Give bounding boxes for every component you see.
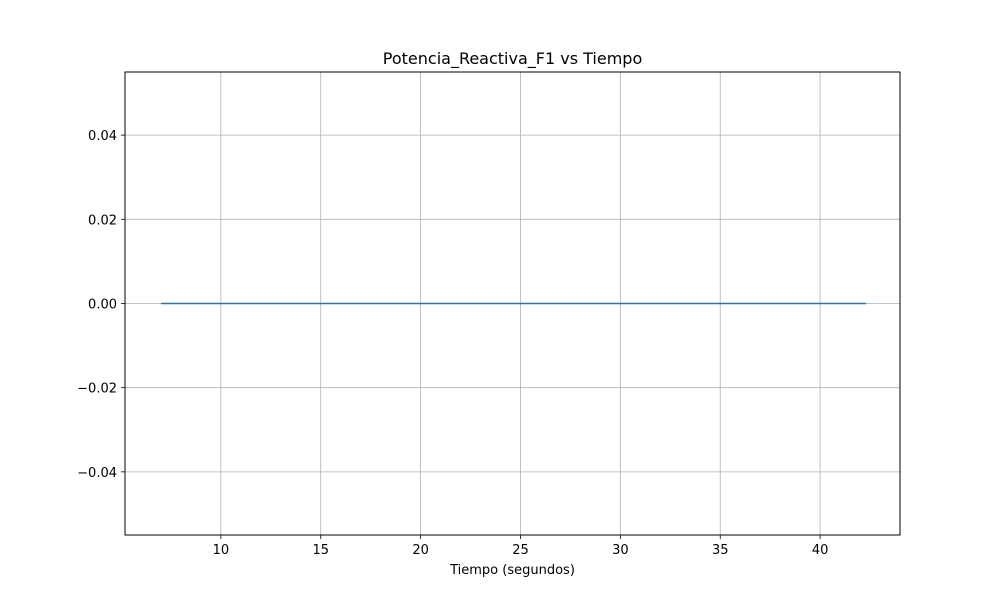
x-tick-label: 30 <box>612 543 629 558</box>
x-axis-ticks: 10 15 20 25 30 35 40 <box>213 535 829 558</box>
x-tick-label: 20 <box>412 543 429 558</box>
y-tick-label: −0.04 <box>77 466 117 481</box>
y-tick-label: 0.00 <box>88 298 117 313</box>
x-tick-label: 35 <box>712 543 729 558</box>
chart-title: Potencia_Reactiva_F1 vs Tiempo <box>383 49 642 69</box>
y-tick-label: −0.02 <box>77 382 117 397</box>
y-axis-ticks: −0.04 −0.02 0.00 0.02 0.04 <box>77 129 125 481</box>
x-axis-title: Tiempo (segundos) <box>449 563 575 578</box>
x-tick-label: 40 <box>812 543 829 558</box>
x-tick-label: 25 <box>512 543 529 558</box>
y-tick-label: 0.04 <box>88 129 117 144</box>
y-tick-label: 0.02 <box>88 213 117 228</box>
x-tick-label: 15 <box>312 543 329 558</box>
x-tick-label: 10 <box>213 543 230 558</box>
